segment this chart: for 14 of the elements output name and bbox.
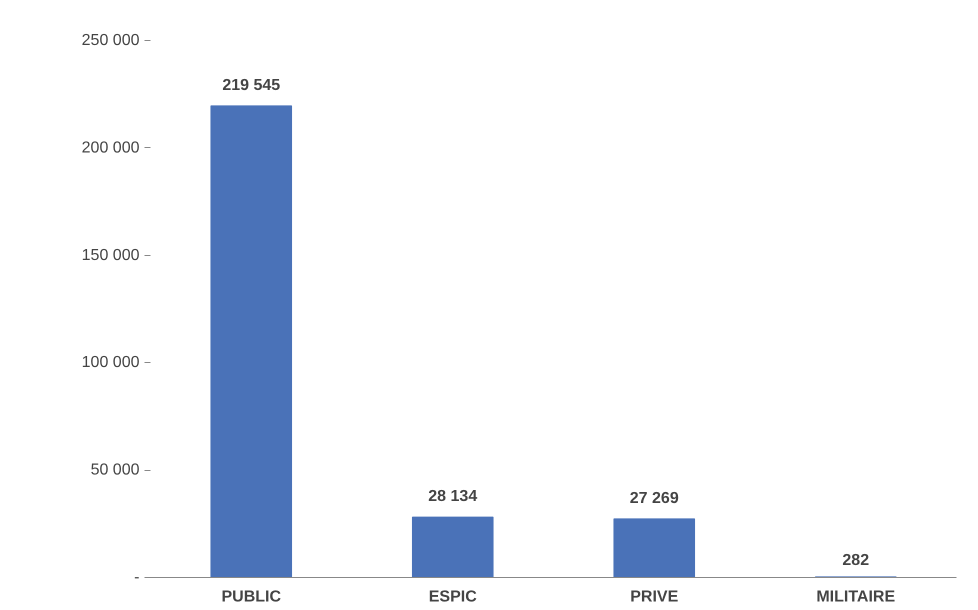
y-tick-label: 250 000: [82, 32, 140, 49]
x-tick-label: PRIVE: [630, 588, 679, 606]
x-tick-label: MILITAIRE: [816, 588, 896, 606]
y-tick-label: 150 000: [82, 246, 140, 264]
data-label: 28 134: [428, 488, 478, 506]
data-label: 219 545: [222, 76, 280, 94]
data-label: 282: [842, 552, 870, 569]
x-tick-label: ESPIC: [428, 588, 478, 606]
y-tick-label: -: [134, 569, 140, 586]
y-tick-label: 100 000: [82, 354, 140, 372]
y-tick-label: 200 000: [82, 139, 140, 156]
y-tick-label: 50 000: [90, 462, 140, 479]
data-label: 27 269: [630, 490, 679, 507]
x-tick-label: PUBLIC: [221, 588, 282, 606]
